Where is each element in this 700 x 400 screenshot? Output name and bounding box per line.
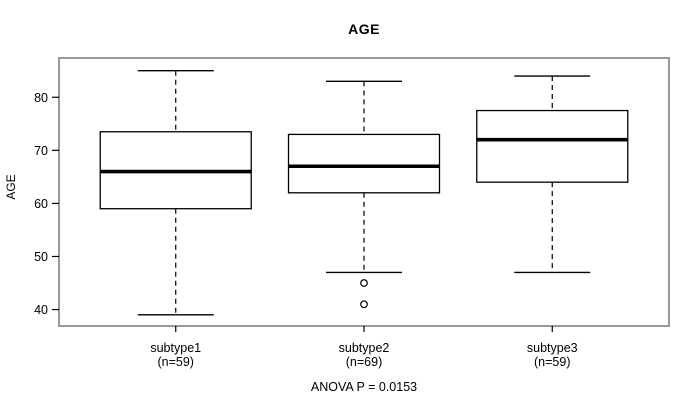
iqr-box — [476, 109, 629, 183]
group-sublabel: (n=59) — [534, 355, 570, 369]
y-tick-label: 40 — [34, 303, 48, 317]
y-tick-label: 80 — [34, 91, 48, 105]
chart-title: AGE — [348, 21, 380, 37]
y-tick-label: 50 — [34, 250, 48, 264]
anova-annotation: ANOVA P = 0.0153 — [310, 380, 418, 394]
outlier-point — [360, 300, 368, 309]
group-sublabel: (n=69) — [346, 355, 382, 369]
group-sublabel: (n=59) — [157, 355, 193, 369]
group-label: subtype3 — [527, 341, 578, 355]
iqr-box — [287, 133, 441, 194]
y-tick-label: 60 — [34, 197, 48, 211]
group-label: subtype2 — [339, 341, 390, 355]
group-label: subtype1 — [150, 341, 201, 355]
y-tick-label: 70 — [34, 144, 48, 158]
outlier-point — [360, 279, 368, 287]
